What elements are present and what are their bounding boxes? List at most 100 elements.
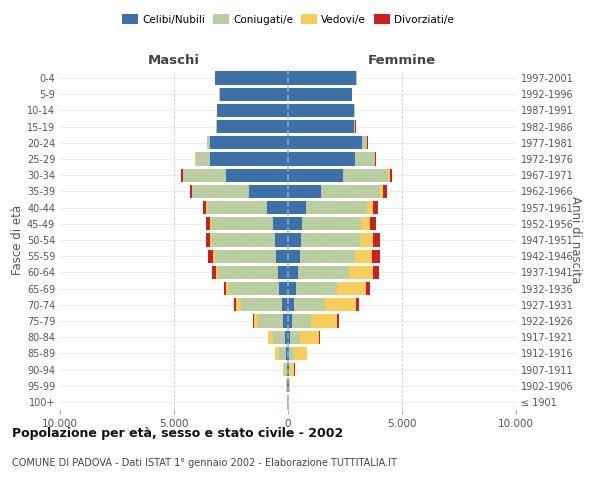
Bar (288, 185, 321, 198)
Bar (281, 298, 288, 312)
Bar (211, 136, 288, 149)
Bar (288, 217, 361, 230)
Bar (280, 346, 288, 360)
Bar (283, 363, 288, 376)
Bar (288, 120, 356, 134)
Bar (288, 250, 355, 263)
Bar (215, 250, 288, 263)
Bar (224, 282, 288, 295)
Bar (275, 346, 288, 360)
Bar (287, 396, 288, 408)
Bar (285, 330, 288, 344)
Bar (288, 234, 360, 246)
Bar (212, 266, 288, 279)
Bar (287, 363, 288, 376)
Y-axis label: Anni di nascita: Anni di nascita (569, 196, 582, 284)
Bar (288, 298, 325, 312)
Bar (288, 234, 380, 246)
Bar (288, 152, 376, 166)
Bar (218, 266, 288, 279)
Bar (203, 201, 288, 214)
Bar (288, 250, 380, 263)
Bar (288, 217, 302, 230)
Bar (207, 136, 288, 149)
Bar (288, 104, 355, 117)
Bar (219, 88, 288, 101)
Bar (285, 363, 288, 376)
Bar (288, 379, 290, 392)
Bar (215, 72, 288, 85)
Bar (212, 234, 288, 246)
Bar (217, 104, 288, 117)
Bar (268, 201, 288, 214)
Bar (288, 88, 352, 101)
Bar (208, 250, 288, 263)
Bar (192, 185, 288, 198)
Bar (288, 120, 355, 134)
Bar (219, 88, 288, 101)
Bar (288, 330, 300, 344)
Bar (288, 120, 355, 134)
Bar (196, 152, 288, 166)
Bar (288, 298, 356, 312)
Bar (288, 72, 356, 85)
Bar (211, 234, 288, 246)
Bar (288, 136, 368, 149)
Bar (288, 104, 355, 117)
Bar (253, 314, 288, 328)
Bar (212, 217, 288, 230)
Bar (212, 250, 288, 263)
Bar (288, 152, 355, 166)
Bar (288, 266, 349, 279)
Bar (288, 104, 354, 117)
Bar (288, 152, 374, 166)
Bar (288, 136, 367, 149)
Bar (288, 234, 301, 246)
Bar (207, 136, 288, 149)
Text: Maschi: Maschi (148, 54, 200, 67)
Bar (206, 201, 288, 214)
Bar (288, 234, 373, 246)
Bar (288, 298, 359, 312)
Bar (278, 266, 288, 279)
Bar (226, 282, 288, 295)
Bar (288, 330, 290, 344)
Bar (211, 217, 288, 230)
Bar (206, 234, 288, 246)
Bar (288, 168, 390, 182)
Bar (219, 88, 288, 101)
Bar (288, 298, 294, 312)
Text: Femmine: Femmine (368, 54, 436, 67)
Bar (288, 168, 388, 182)
Text: Popolazione per età, sesso e stato civile - 2002: Popolazione per età, sesso e stato civil… (12, 428, 343, 440)
Bar (207, 201, 288, 214)
Bar (217, 266, 288, 279)
Bar (288, 330, 319, 344)
Bar (287, 379, 288, 392)
Bar (288, 282, 337, 295)
Bar (207, 136, 288, 149)
Bar (288, 266, 373, 279)
Bar (280, 282, 288, 295)
Bar (288, 217, 376, 230)
Bar (288, 185, 388, 198)
Bar (235, 298, 288, 312)
Bar (211, 152, 288, 166)
Bar (288, 282, 366, 295)
Bar (288, 396, 289, 408)
Bar (287, 379, 288, 392)
Bar (181, 168, 288, 182)
Bar (283, 363, 288, 376)
Bar (288, 379, 289, 392)
Bar (288, 168, 343, 182)
Bar (275, 346, 288, 360)
Bar (288, 363, 295, 376)
Bar (288, 136, 367, 149)
Bar (288, 88, 352, 101)
Bar (254, 314, 288, 328)
Bar (191, 185, 288, 198)
Bar (288, 201, 378, 214)
Bar (288, 266, 379, 279)
Bar (288, 266, 298, 279)
Bar (195, 152, 288, 166)
